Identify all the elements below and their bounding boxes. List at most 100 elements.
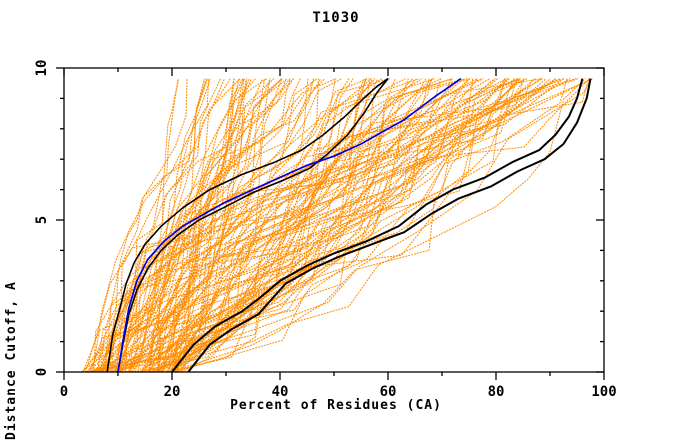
black-model-right-upper-curve <box>171 78 584 373</box>
decoy-curve <box>115 78 366 373</box>
decoy-curve <box>101 78 301 373</box>
decoy-curve <box>111 78 515 373</box>
decoy-curve <box>148 78 225 373</box>
black-model-right-lower-curve <box>187 78 592 373</box>
x-tick-label: 80 <box>488 384 505 400</box>
decoy-curve <box>150 78 561 373</box>
x-tick-label: 60 <box>380 384 397 400</box>
x-tick-label: 0 <box>60 384 68 400</box>
decoy-curve <box>100 78 210 373</box>
decoy-curve <box>175 78 534 373</box>
decoy-curve <box>117 78 222 373</box>
decoy-curve <box>129 78 247 373</box>
decoy-curve <box>105 78 275 373</box>
decoy-curve <box>158 78 472 373</box>
decoy-curve <box>133 78 593 373</box>
axis-ticks <box>56 67 605 380</box>
decoy-curve <box>161 78 525 373</box>
decoy-curve <box>149 78 423 373</box>
decoy-curve <box>158 78 235 373</box>
decoy-curve <box>100 78 365 373</box>
decoy-curve <box>131 78 427 373</box>
decoy-curve <box>91 78 374 373</box>
decoy-curve <box>170 78 430 373</box>
decoy-curve <box>129 78 207 373</box>
decoy-curve <box>96 78 337 373</box>
blue-model-curve <box>117 77 462 373</box>
decoy-curve <box>172 78 556 373</box>
decoy-curve <box>118 78 564 373</box>
black-model-upper-curve <box>106 77 389 373</box>
decoy-curve <box>124 78 413 373</box>
decoy-curve <box>139 78 521 373</box>
decoy-curve <box>130 78 406 373</box>
decoy-curve <box>117 78 391 373</box>
decoy-curve <box>141 78 291 373</box>
decoy-curve <box>116 78 372 373</box>
decoy-curve <box>121 78 318 373</box>
decoy-curve <box>119 78 208 373</box>
orange-ensemble <box>80 78 594 373</box>
decoy-curve <box>167 78 245 373</box>
decoy-curve <box>182 78 294 373</box>
highlighted-series <box>106 77 592 373</box>
x-tick-label: 100 <box>591 384 616 400</box>
decoy-curve <box>136 78 482 373</box>
decoy-curve <box>85 78 536 373</box>
decoy-curve <box>147 78 484 373</box>
decoy-curve <box>102 78 420 373</box>
x-axis-label: Percent of Residues (CA) <box>230 398 442 413</box>
decoy-curve <box>127 78 282 373</box>
decoy-curve <box>111 78 525 373</box>
decoy-curve <box>170 78 519 373</box>
decoy-curve <box>141 78 586 373</box>
x-tick-label: 20 <box>164 384 181 400</box>
decoy-curve <box>162 78 379 373</box>
decoy-curve <box>91 78 520 373</box>
y-tick-label: 0 <box>34 368 50 376</box>
decoy-curve <box>98 78 571 373</box>
black-model-lower-curve <box>117 78 389 373</box>
decoy-curve <box>141 78 468 373</box>
decoy-curve <box>181 78 336 373</box>
decoy-curve <box>169 78 470 373</box>
decoy-curve <box>172 78 469 373</box>
decoy-curve <box>106 78 453 373</box>
tick-labels: 0 20 40 60 80 100 0 5 10 <box>34 60 617 400</box>
decoy-curve <box>93 78 288 373</box>
decoy-curve <box>105 78 291 373</box>
decoy-curve <box>102 78 257 373</box>
decoy-curve <box>99 78 282 373</box>
decoy-curve <box>97 78 314 373</box>
decoy-curve <box>97 78 543 373</box>
decoy-curve <box>86 78 383 373</box>
decoy-curve <box>157 78 252 373</box>
chart-title: T1030 <box>312 10 360 26</box>
decoy-curve <box>137 78 454 373</box>
y-tick-label: 10 <box>34 60 50 77</box>
x-tick-label: 40 <box>272 384 289 400</box>
decoy-curve <box>158 78 528 373</box>
decoy-curve <box>166 78 244 373</box>
decoy-curve <box>110 78 496 373</box>
decoy-curve <box>167 78 244 373</box>
decoy-curve <box>82 78 435 373</box>
decoy-curve <box>157 78 235 373</box>
decoy-curve <box>90 78 433 373</box>
y-tick-label: 5 <box>34 216 50 224</box>
decoy-curve <box>98 78 180 373</box>
decoy-curve <box>125 78 268 373</box>
decoy-curve <box>82 78 231 373</box>
decoy-curve <box>88 78 592 373</box>
decoy-curve <box>89 78 491 373</box>
decoy-curve <box>106 78 284 373</box>
decoy-curve <box>151 78 518 373</box>
decoy-curve <box>115 78 506 373</box>
decoy-curve <box>163 78 510 373</box>
decoy-curve <box>144 78 263 373</box>
decoy-curve <box>170 78 474 373</box>
decoy-curve <box>156 78 246 373</box>
decoy-curve <box>152 78 589 373</box>
